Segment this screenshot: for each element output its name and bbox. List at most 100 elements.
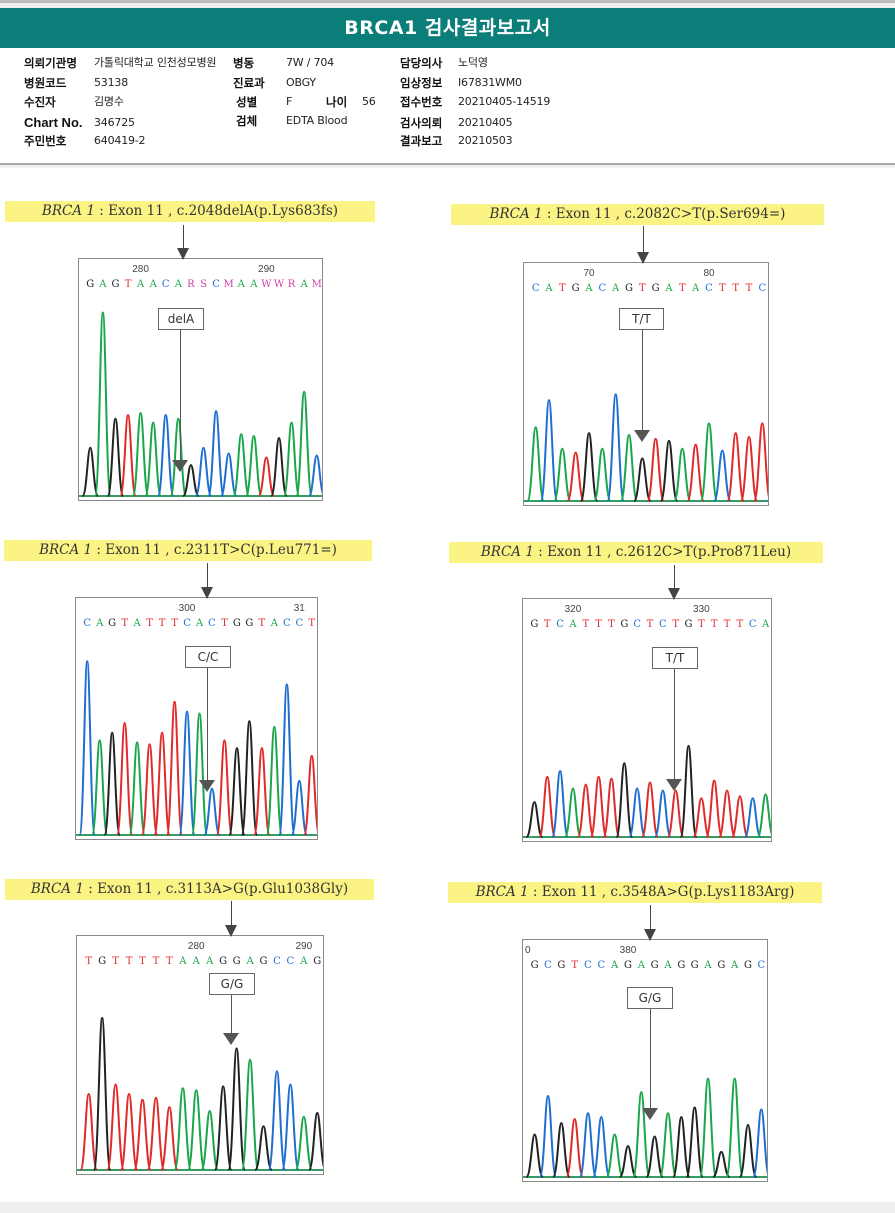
trace-peak-G <box>672 1116 691 1178</box>
trace-peak-C <box>743 797 762 838</box>
trace-peak-G <box>103 731 121 836</box>
base-call-T: T <box>112 956 119 967</box>
base-call-G: G <box>260 956 268 967</box>
base-call-A: A <box>584 283 593 294</box>
trace-peak-A <box>265 725 284 836</box>
trace-peak-C <box>752 1108 767 1178</box>
trace-peak-G <box>106 417 125 497</box>
bottom-border <box>0 1202 895 1213</box>
base-call-G: G <box>111 279 119 290</box>
trace-peak-A <box>295 390 313 497</box>
base-call-C: C <box>212 279 220 290</box>
trace-peak-T <box>106 1083 125 1171</box>
base-call-G: G <box>313 956 321 967</box>
trace-peak-T <box>576 783 595 838</box>
base-call-T: T <box>125 279 132 290</box>
base-call-A: A <box>691 283 700 294</box>
base-call-T: T <box>259 618 266 629</box>
base-call-G: G <box>685 619 693 630</box>
gene-name: BRCA 1 <box>41 203 100 219</box>
trace-peak-G <box>525 1133 544 1178</box>
trace-peak-T <box>602 777 621 838</box>
trace-peak-C <box>219 452 238 497</box>
trace-peak-T <box>133 1098 152 1171</box>
base-call-A: A <box>610 960 619 971</box>
base-call-M: M <box>224 279 234 290</box>
base-call-G: G <box>625 283 633 294</box>
position-tick-label: 280 <box>132 264 149 275</box>
trace-peak-T <box>303 754 317 836</box>
variant-caption: BRCA 1 : Exon 11 , c.3113A>G(p.Glu1038Gl… <box>5 879 374 900</box>
base-call-G: G <box>677 960 685 971</box>
base-call-C: C <box>556 619 564 630</box>
trace-peak-G <box>254 1125 273 1171</box>
genotype-pointer-line <box>207 668 208 780</box>
trace-peak-A <box>94 311 112 497</box>
trace-peak-C <box>267 1070 287 1171</box>
trace-peak-G <box>615 762 634 838</box>
base-call-C: C <box>208 618 216 629</box>
trace-peak-T <box>692 797 711 838</box>
genotype-pointer-line <box>642 330 643 430</box>
trace-peak-A <box>526 426 545 502</box>
trace-peak-A <box>698 1077 718 1178</box>
base-call-A: A <box>205 956 214 967</box>
pointer-arrow-line <box>674 565 675 590</box>
trace-peak-T <box>646 437 665 502</box>
trace-peak-G <box>552 1121 571 1178</box>
trace-peak-C <box>713 449 732 502</box>
base-call-T: T <box>544 619 551 630</box>
base-call-R: R <box>288 279 296 290</box>
pointer-arrow-head-icon <box>201 587 213 599</box>
base-call-G: G <box>108 618 116 629</box>
base-call-G: G <box>717 960 725 971</box>
trace-peak-C <box>278 683 296 836</box>
base-call-T: T <box>732 283 739 294</box>
genotype-pointer-head-icon <box>666 779 682 791</box>
trace-peak-T <box>253 747 271 836</box>
base-call-G: G <box>691 960 699 971</box>
trace-peak-T <box>538 775 557 838</box>
report-title: BRCA1 검사결과보고서 <box>344 17 551 39</box>
trace-peak-G <box>307 1111 323 1171</box>
trace-peak-C <box>592 1116 611 1178</box>
position-tick-label: 320 <box>565 604 582 615</box>
gene-name: BRCA 1 <box>39 542 97 558</box>
base-call-C: C <box>83 618 91 629</box>
base-call-S: S <box>200 279 207 290</box>
variant-description: : Exon 11 , c.3548A>G(p.Lys1183Arg) <box>532 884 795 900</box>
trace-peak-G <box>738 1123 758 1178</box>
base-call-T: T <box>711 619 718 630</box>
variant-description: : Exon 11 , c.2082C>T(p.Ser694=) <box>546 206 786 222</box>
position-tick-label: 80 <box>703 268 715 279</box>
base-call-A: A <box>270 618 279 629</box>
base-call-T: T <box>746 283 753 294</box>
base-call-G: G <box>652 283 660 294</box>
trace-peak-A <box>563 787 582 838</box>
base-call-G: G <box>744 960 752 971</box>
base-call-G: G <box>219 956 227 967</box>
genotype-pointer-head-icon <box>199 780 215 792</box>
base-call-T: T <box>139 956 146 967</box>
chromatogram-svg: 70 80C A T G A C A G T G A T A C T T T C <box>524 268 768 502</box>
trace-peak-C <box>578 1112 598 1178</box>
base-call-G: G <box>233 956 241 967</box>
trace-peak-T <box>641 781 659 838</box>
chromatogram-trace: 0 380 G C G T C C A G A G A G G A G A G C <box>522 939 768 1182</box>
trace-peak-G <box>92 1016 112 1171</box>
chromatogram-trace: 280 290 T G T T T T T A A A G G A G C C A G <box>76 935 324 1175</box>
trace-peak-C <box>178 710 196 836</box>
trace-peak-T <box>115 722 134 836</box>
base-call-T: T <box>719 283 726 294</box>
position-tick-label: 31 <box>294 603 306 614</box>
trace-peak-A <box>128 741 146 836</box>
base-call-R: R <box>187 279 195 290</box>
base-call-G: G <box>624 960 632 971</box>
base-call-A: A <box>544 283 553 294</box>
trace-peak-C <box>207 410 225 497</box>
chromatogram-trace: 320 330 G T C A T T T G C T C T G T T T T C A <box>522 598 772 842</box>
trace-peak-A <box>90 739 109 836</box>
base-call-G: G <box>98 956 106 967</box>
base-call-C: C <box>287 956 295 967</box>
base-call-A: A <box>300 279 309 290</box>
